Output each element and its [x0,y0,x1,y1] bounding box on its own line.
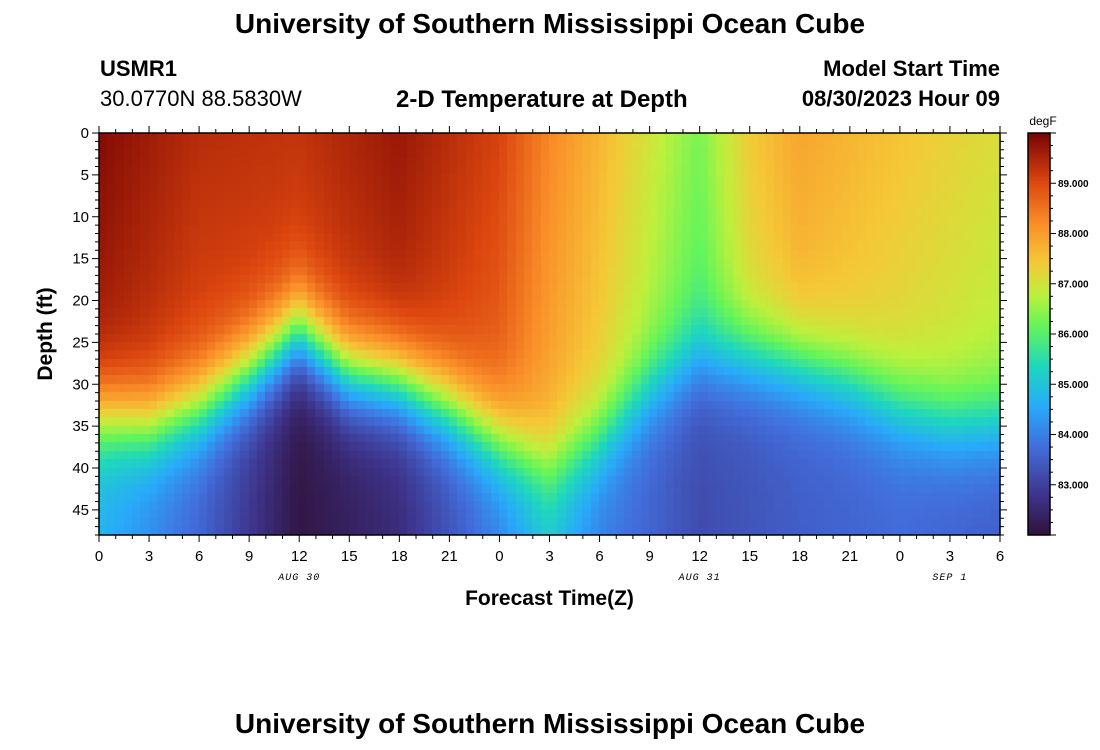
y-tick-label: 45 [72,502,89,519]
y-tick-label: 5 [81,167,89,184]
x-tick-label: 18 [791,548,808,565]
colorbar-tick-label: 84.000 [1058,430,1089,441]
y-tick-label: 40 [72,460,89,477]
temperature-heatmap [99,133,1000,535]
model-start-time: 08/30/2023 Hour 09 [801,86,1000,111]
date-label: AUG 30 [277,573,320,584]
colorbar-tick-label: 86.000 [1058,330,1089,341]
x-tick-label: 12 [291,548,308,565]
x-axis-label: Forecast Time(Z) [465,587,634,610]
x-tick-label: 6 [595,548,603,565]
x-tick-label: 21 [841,548,858,565]
model-start-label: Model Start Time [823,56,1000,81]
y-tick-label: 15 [72,251,89,268]
x-tick-label: 9 [245,548,253,565]
colorbar-tick-label: 83.000 [1058,480,1089,491]
x-tick-label: 6 [996,548,1004,565]
colorbar [1028,133,1050,535]
x-tick-label: 3 [145,548,153,565]
colorbar-tick-label: 87.000 [1058,279,1089,290]
colorbar-tick-label: 89.000 [1058,179,1089,190]
y-tick-label: 0 [81,125,89,142]
x-tick-label: 3 [946,548,954,565]
date-label: AUG 31 [678,573,721,584]
x-tick-label: 18 [391,548,408,565]
page-title: University of Southern Mississippi Ocean… [234,8,866,39]
colorbar-tick-label: 88.000 [1058,229,1089,240]
x-tick-label: 12 [691,548,708,565]
colorbar-tick-label: 85.000 [1058,380,1089,391]
y-axis-label: Depth (ft) [34,287,57,380]
x-tick-label: 0 [896,548,904,565]
y-tick-label: 30 [72,376,89,393]
colorbar-unit: degF [1029,114,1056,128]
x-tick-label: 15 [341,548,358,565]
y-tick-label: 10 [72,209,89,226]
x-tick-label: 9 [645,548,653,565]
x-tick-label: 0 [495,548,503,565]
station-id: USMR1 [100,56,178,81]
colorbar-frame [1027,132,1051,536]
x-tick-label: 6 [195,548,203,565]
y-tick-label: 25 [72,334,89,351]
y-tick-label: 20 [72,293,89,310]
x-tick-label: 15 [741,548,758,565]
x-tick-label: 3 [545,548,553,565]
station-coordinates: 30.0770N 88.5830W [100,86,302,111]
plot-frame [98,132,1001,536]
x-tick-label: 21 [441,548,458,565]
footer-title: University of Southern Mississippi Ocean… [234,708,866,739]
date-label: SEP 1 [932,573,967,584]
chart-title: 2-D Temperature at Depth [396,86,688,113]
x-tick-label: 0 [95,548,103,565]
y-tick-label: 35 [72,418,89,435]
